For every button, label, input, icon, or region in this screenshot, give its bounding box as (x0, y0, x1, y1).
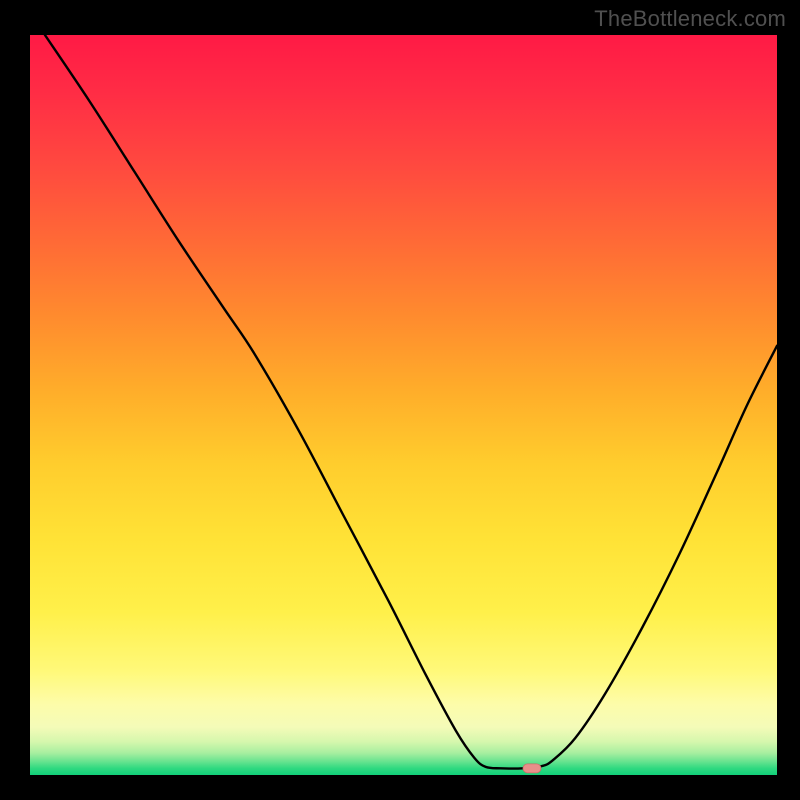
optimal-point-marker (30, 35, 777, 775)
watermark-text: TheBottleneck.com (594, 6, 786, 32)
chart-frame: TheBottleneck.com (0, 0, 800, 800)
plot-area (30, 35, 777, 775)
